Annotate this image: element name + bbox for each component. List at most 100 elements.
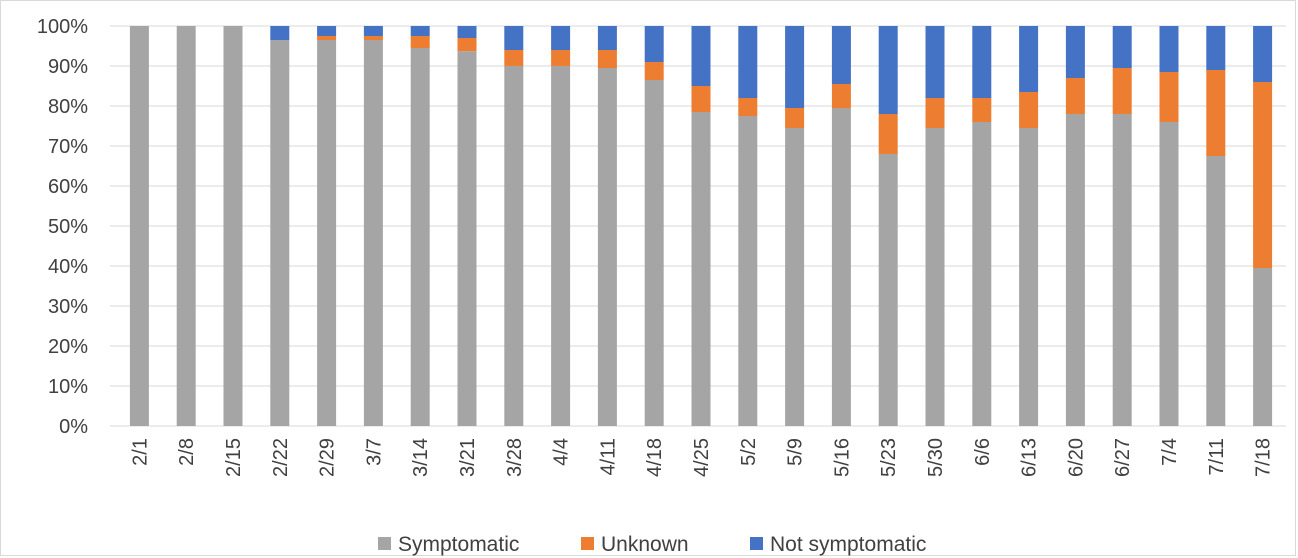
bar-segment-symptomatic xyxy=(738,116,758,426)
bar-segment-symptomatic xyxy=(972,122,992,426)
bar-segment-unknown xyxy=(457,38,477,52)
x-tick-label: 2/8 xyxy=(176,438,198,466)
y-tick-label: 10% xyxy=(48,376,88,398)
bar-segment-symptomatic xyxy=(551,66,571,426)
y-tick-label: 60% xyxy=(48,176,88,198)
bar-segment-symptomatic xyxy=(878,154,898,426)
x-tick-label: 5/9 xyxy=(785,438,807,466)
bar-segment-symptomatic xyxy=(597,68,617,426)
x-tick-label: 6/13 xyxy=(1019,438,1041,477)
bar-segment-not-symptomatic xyxy=(551,26,571,50)
x-axis-tick-labels: 2/1 2/8 2/15 2/22 2/29 3/7 3/14 3/21 3/28 4/4 4/11… xyxy=(129,438,1274,477)
x-tick-label: 2/15 xyxy=(223,438,245,477)
bar-segment-unknown xyxy=(1159,72,1179,122)
x-tick-label: 6/27 xyxy=(1112,438,1134,477)
bar-segment-unknown xyxy=(597,50,617,68)
bar-segment-symptomatic xyxy=(504,66,524,426)
bar-segment-unknown xyxy=(1065,78,1085,114)
bar-segment-unknown xyxy=(1019,92,1039,128)
bar-segment-symptomatic xyxy=(1112,114,1132,426)
x-tick-label: 4/11 xyxy=(597,438,619,475)
x-tick-label: 6/20 xyxy=(1065,438,1087,477)
bar-segment-symptomatic xyxy=(1253,268,1273,426)
y-tick-label: 50% xyxy=(48,216,88,238)
bar-segment-not-symptomatic xyxy=(504,26,524,50)
bar-segment-symptomatic xyxy=(457,51,477,426)
x-tick-label: 3/14 xyxy=(410,438,432,477)
x-tick-label: 2/22 xyxy=(270,438,292,477)
bar-segment-symptomatic xyxy=(410,48,430,426)
legend: Symptomatic Unknown Not symptomatic xyxy=(378,533,926,556)
bar-segment-unknown xyxy=(691,86,711,112)
y-tick-label: 90% xyxy=(48,56,88,78)
bar-segment-unknown xyxy=(925,98,945,128)
bar-segment-not-symptomatic xyxy=(644,26,664,62)
y-axis-tick-labels: 0% 10% 20% 30% 40% 50% 60% 70% 80% 90% 100% xyxy=(37,16,88,438)
bar-segment-symptomatic xyxy=(644,80,664,426)
bar-segment-not-symptomatic xyxy=(1206,26,1226,70)
bar-segment-not-symptomatic xyxy=(597,26,617,50)
y-tick-label: 30% xyxy=(48,296,88,318)
bar-segment-not-symptomatic xyxy=(363,26,383,36)
bar-segment-unknown xyxy=(878,114,898,154)
x-tick-label: 5/23 xyxy=(878,438,900,477)
bar-segment-symptomatic xyxy=(363,40,383,426)
bar-segment-symptomatic xyxy=(925,128,945,426)
bar-segment-not-symptomatic xyxy=(1159,26,1179,72)
x-tick-label: 3/7 xyxy=(363,438,385,466)
legend-label: Unknown xyxy=(601,533,689,556)
bar-segment-not-symptomatic xyxy=(972,26,992,98)
x-tick-label: 4/18 xyxy=(644,438,666,477)
x-tick-label: 6/6 xyxy=(972,438,994,466)
bar-segment-not-symptomatic xyxy=(738,26,758,98)
x-tick-label: 5/30 xyxy=(925,438,947,477)
x-tick-label: 2/29 xyxy=(317,438,339,477)
legend-label: Not symptomatic xyxy=(770,533,926,556)
legend-swatch-unknown xyxy=(581,537,594,550)
bar-segment-not-symptomatic xyxy=(270,26,290,40)
bar-segment-not-symptomatic xyxy=(1253,26,1273,82)
bar-segment-not-symptomatic xyxy=(785,26,805,108)
bar-segment-symptomatic xyxy=(1019,128,1039,426)
bar-segment-not-symptomatic xyxy=(1065,26,1085,78)
bar-segment-unknown xyxy=(738,98,758,116)
y-tick-label: 70% xyxy=(48,136,88,158)
x-tick-label: 7/11 xyxy=(1206,438,1228,475)
bar-segment-unknown xyxy=(1206,70,1226,156)
bar-segment-unknown xyxy=(1112,68,1132,114)
y-tick-label: 0% xyxy=(59,416,88,438)
bar-segment-not-symptomatic xyxy=(878,26,898,114)
bar-segment-unknown xyxy=(363,36,383,40)
bar-segment-symptomatic xyxy=(831,108,851,426)
bar-segment-unknown xyxy=(551,50,571,66)
x-tick-label: 2/1 xyxy=(129,438,151,466)
bar-segment-not-symptomatic xyxy=(691,26,711,86)
bar-segment-not-symptomatic xyxy=(831,26,851,84)
bar-segment-not-symptomatic xyxy=(1112,26,1132,68)
bar-segment-unknown xyxy=(1253,82,1273,268)
x-tick-label: 5/2 xyxy=(738,438,760,466)
bar-segment-unknown xyxy=(785,108,805,128)
bar-segment-symptomatic xyxy=(223,26,243,426)
bar-segment-not-symptomatic xyxy=(317,26,337,36)
legend-label: Symptomatic xyxy=(398,533,519,556)
bar-segment-not-symptomatic xyxy=(1019,26,1039,92)
x-tick-label: 3/21 xyxy=(457,438,479,477)
bar-segment-not-symptomatic xyxy=(925,26,945,98)
bar-segment-unknown xyxy=(504,50,524,66)
bar-segment-symptomatic xyxy=(270,40,290,426)
y-tick-label: 20% xyxy=(48,336,88,358)
bar-segment-symptomatic xyxy=(1206,156,1226,426)
bar-segment-symptomatic xyxy=(691,112,711,426)
y-tick-label: 100% xyxy=(37,16,88,38)
x-tick-label: 3/28 xyxy=(504,438,526,477)
bar-segment-symptomatic xyxy=(129,26,149,426)
bar-segment-symptomatic xyxy=(785,128,805,426)
y-tick-label: 40% xyxy=(48,256,88,278)
bar-segment-symptomatic xyxy=(1065,114,1085,426)
bar-segment-symptomatic xyxy=(1159,122,1179,426)
bar-segment-not-symptomatic xyxy=(457,26,477,38)
bar-segment-unknown xyxy=(831,84,851,108)
bar-segment-unknown xyxy=(317,36,337,40)
